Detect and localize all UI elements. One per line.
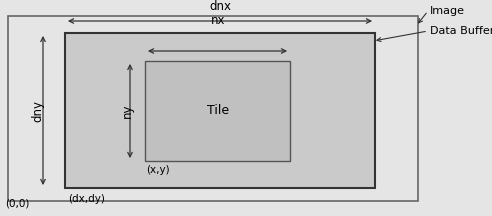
Text: Tile: Tile (207, 105, 229, 118)
Text: Data Buffer: Data Buffer (430, 26, 492, 36)
Text: ny: ny (121, 104, 133, 118)
Text: nx: nx (211, 14, 225, 27)
Text: (dx,dy): (dx,dy) (68, 194, 105, 204)
Bar (145, 61, 290, 161)
Text: (x,y): (x,y) (146, 165, 170, 175)
Text: dny: dny (31, 100, 44, 122)
Bar (8, 16, 418, 201)
Text: dnx: dnx (209, 0, 231, 13)
Bar (65, 33, 375, 188)
Text: (0,0): (0,0) (5, 198, 30, 208)
Text: Image: Image (430, 6, 465, 16)
